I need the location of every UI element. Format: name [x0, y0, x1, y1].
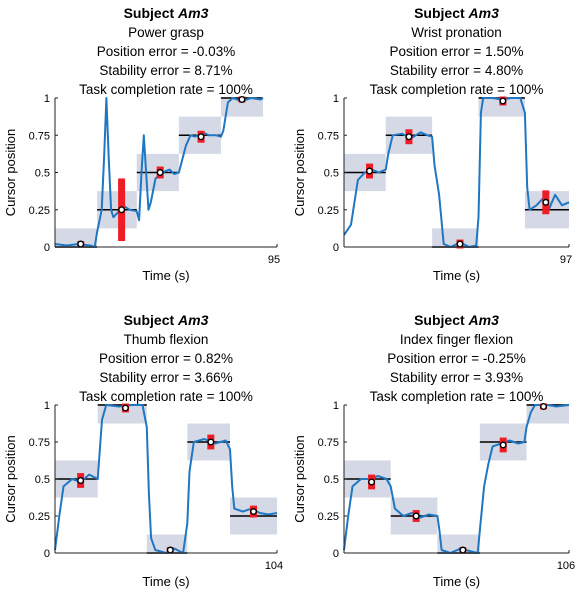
chart-title: Subject Am3: [124, 5, 209, 21]
y-tick-label: 0.75: [318, 130, 339, 142]
y-axis-label: Cursor position: [3, 129, 18, 216]
chart-title: Subject Am3: [414, 5, 499, 21]
y-tick-label: 0.5: [35, 474, 50, 486]
title-subject: Am3: [468, 312, 500, 328]
task-name: Thumb flexion: [124, 332, 209, 347]
task-name: Wrist pronation: [411, 25, 502, 40]
mean-marker-4: [499, 97, 507, 105]
mean-marker-1: [77, 240, 85, 248]
mean-marker-3: [456, 240, 464, 248]
x-end-tick-label: 97: [560, 254, 572, 266]
y-tick-label: 1: [44, 400, 50, 412]
position-error-label: Position error = 1.50%: [390, 44, 524, 59]
title-prefix: Subject: [124, 5, 175, 21]
chart-panel-1: Subject Am3 Power grasp Position error = -…: [3, 5, 280, 283]
chart-title: Subject Am3: [414, 312, 499, 328]
target-box-5: [220, 97, 263, 117]
y-tick-label: 0.75: [29, 437, 50, 449]
target-box-4: [478, 97, 525, 117]
mean-marker-1: [366, 167, 374, 175]
y-tick-label: 0: [44, 242, 50, 254]
y-tick-label: 0.25: [29, 511, 50, 523]
cursor-trace: [343, 404, 570, 554]
target-box-2: [97, 404, 147, 424]
cursor-trace: [54, 97, 264, 248]
y-tick-label: 0.25: [318, 511, 339, 523]
stability-error-label: Stability error = 4.80%: [390, 63, 523, 78]
completion-rate-label: Task completion rate = 100%: [79, 82, 253, 97]
chart-panel-4: Subject Am3 Index finger flexion Position …: [292, 312, 575, 589]
stability-error-label: Stability error = 3.93%: [390, 370, 523, 385]
mean-marker-2: [121, 404, 129, 412]
target-box-1: [55, 228, 98, 248]
mean-marker-1: [368, 478, 376, 486]
x-end-tick-label: 95: [268, 254, 280, 266]
y-tick-label: 1: [333, 93, 339, 105]
title-prefix: Subject: [414, 5, 465, 21]
position-error-label: Position error = -0.25%: [387, 351, 525, 366]
mean-marker-2: [118, 206, 126, 214]
y-tick-label: 0: [333, 242, 339, 254]
mean-marker-5: [542, 198, 550, 206]
mean-marker-4: [197, 133, 205, 141]
target-box-5: [526, 404, 569, 424]
target-box-3: [437, 534, 480, 554]
mean-marker-4: [207, 438, 215, 446]
chart-panel-3: Subject Am3 Thumb flexion Position error =…: [3, 312, 283, 589]
y-tick-label: 0.5: [324, 168, 339, 180]
y-tick-label: 0.75: [29, 130, 50, 142]
completion-rate-label: Task completion rate = 100%: [79, 389, 253, 404]
title-prefix: Subject: [124, 312, 175, 328]
title-prefix: Subject: [414, 312, 465, 328]
y-tick-label: 1: [333, 400, 339, 412]
stability-error-label: Stability error = 3.66%: [99, 370, 232, 385]
y-axis-label: Cursor position: [292, 435, 307, 522]
y-tick-label: 0.5: [35, 168, 50, 180]
title-subject: Am3: [177, 312, 209, 328]
mean-marker-4: [499, 441, 507, 449]
stability-error-label: Stability error = 8.71%: [99, 63, 232, 78]
title-subject: Am3: [468, 5, 500, 21]
x-axis-label: Time (s): [433, 574, 480, 589]
cursor-trace: [343, 97, 570, 248]
x-axis-label: Time (s): [142, 574, 189, 589]
position-error-label: Position error = -0.03%: [97, 44, 235, 59]
y-tick-label: 0: [44, 548, 50, 560]
y-tick-label: 0: [333, 548, 339, 560]
mean-marker-1: [77, 476, 85, 484]
mean-marker-2: [412, 512, 420, 520]
mean-marker-2: [405, 133, 413, 141]
y-tick-label: 0.25: [318, 205, 339, 217]
y-tick-label: 1: [44, 93, 50, 105]
mean-marker-5: [540, 402, 548, 410]
y-axis-label: Cursor position: [3, 435, 18, 522]
x-end-tick-label: 104: [265, 560, 283, 572]
x-end-tick-label: 106: [557, 560, 575, 572]
y-tick-label: 0.5: [324, 474, 339, 486]
title-subject: Am3: [177, 5, 209, 21]
y-tick-label: 0.75: [318, 437, 339, 449]
mean-marker-5: [250, 508, 258, 516]
position-error-label: Position error = 0.82%: [99, 351, 233, 366]
chart-panel-2: Subject Am3 Wrist pronation Position error…: [292, 5, 572, 283]
x-axis-label: Time (s): [433, 268, 480, 283]
completion-rate-label: Task completion rate = 100%: [370, 389, 544, 404]
completion-rate-label: Task completion rate = 100%: [370, 82, 544, 97]
mean-marker-3: [459, 546, 467, 554]
mean-marker-5: [238, 95, 246, 103]
y-axis-label: Cursor position: [292, 129, 307, 216]
y-tick-label: 0.25: [29, 205, 50, 217]
chart-title: Subject Am3: [124, 312, 209, 328]
task-name: Index finger flexion: [400, 332, 513, 347]
x-axis-label: Time (s): [142, 268, 189, 283]
mean-marker-3: [156, 168, 164, 176]
mean-marker-3: [166, 546, 174, 554]
task-name: Power grasp: [128, 25, 204, 40]
